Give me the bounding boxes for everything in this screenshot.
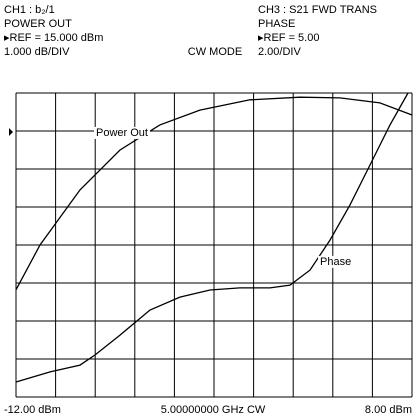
ch1-label: CH1 : b₂/1	[4, 4, 55, 16]
trace	[15, 96, 413, 291]
trace-label-bg	[94, 126, 150, 139]
ch3-scale: 2.00/DIV	[258, 46, 301, 58]
start-label: -12.00 dBm	[4, 404, 61, 416]
center-label: 5.00000000 GHz CW	[161, 404, 266, 416]
ch1-scale: 1.000 dB/DIV	[4, 46, 70, 58]
ref-marker	[9, 128, 13, 136]
ch3-format: PHASE	[258, 18, 295, 30]
trace-label-bg	[318, 255, 354, 268]
trace-label: Power Out	[96, 127, 148, 139]
trace	[15, 92, 409, 383]
mode: CW MODE	[188, 46, 242, 58]
ch3-ref: ▸REF = 5.00	[258, 32, 319, 44]
stop-label: 8.00 dBm	[365, 404, 412, 416]
ch3-label: CH3 : S21 FWD TRANS	[258, 4, 377, 16]
trace-label: Phase	[320, 256, 351, 268]
ch1-format: POWER OUT	[4, 18, 72, 30]
header: CH1 : b₂/1 POWER OUT ▸REF = 15.000 dBm 1…	[4, 4, 377, 58]
ch1-ref: ▸REF = 15.000 dBm	[4, 32, 103, 44]
